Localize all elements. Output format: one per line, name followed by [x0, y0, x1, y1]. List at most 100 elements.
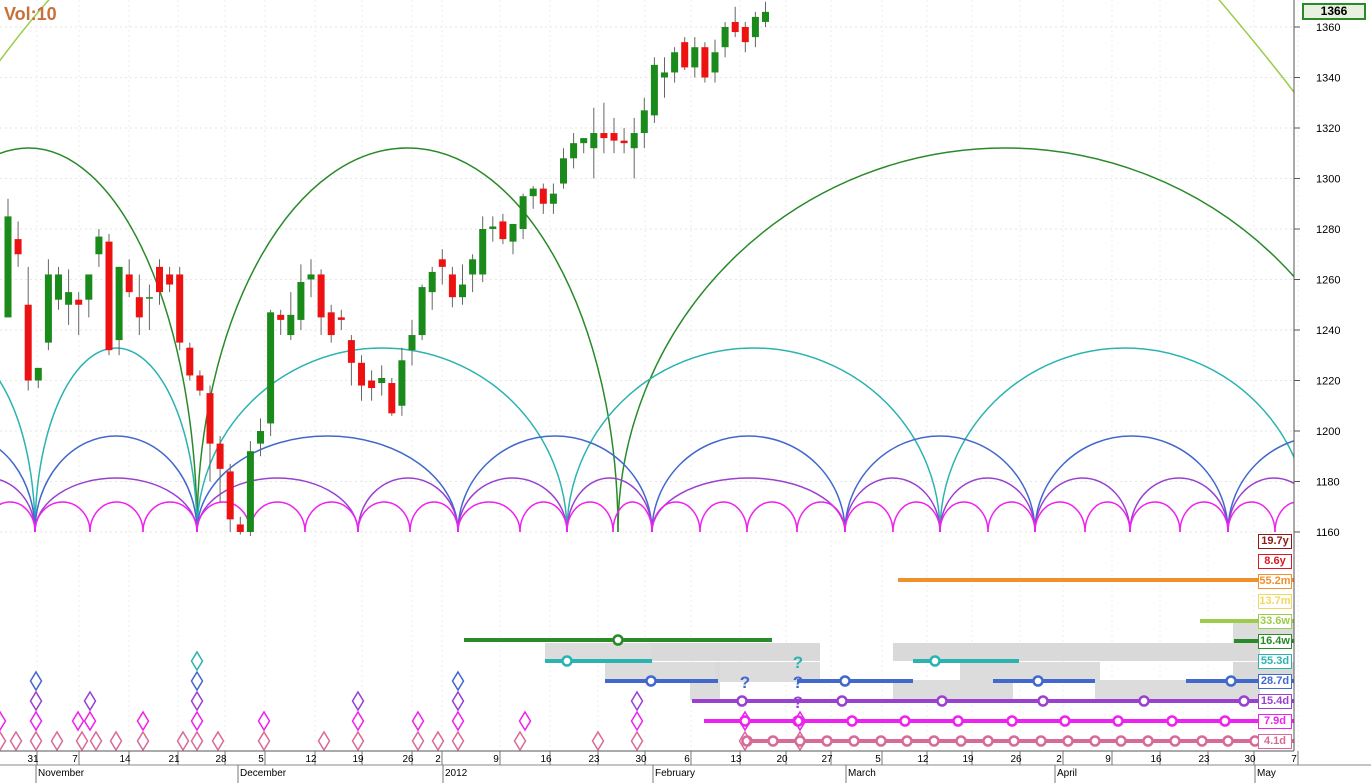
- cycle-node: [767, 735, 779, 747]
- cycle-arc: [457, 501, 521, 533]
- candle-up: [307, 274, 315, 280]
- cycle-node: [1238, 695, 1250, 707]
- last-price-badge: 1366: [1302, 3, 1366, 20]
- phase-window: [893, 680, 1013, 700]
- candle-up: [650, 64, 658, 116]
- trough-diamond: [630, 730, 644, 751]
- trough-diamond: [738, 710, 752, 732]
- trough-diamond: [136, 710, 150, 732]
- cycle-arc: [0, 479, 36, 533]
- candle-down: [317, 274, 325, 318]
- cycle-arc: [34, 501, 91, 533]
- candle-up: [570, 143, 578, 159]
- phase-window: [690, 643, 820, 661]
- cycle-arc: [142, 501, 198, 533]
- candle-up: [721, 27, 729, 48]
- x-day-label: 12: [917, 754, 929, 765]
- cycle-node: [875, 735, 887, 747]
- y-tick-label: 1240: [1316, 325, 1340, 337]
- candle-down: [236, 524, 244, 532]
- candle-down: [176, 274, 184, 343]
- candle-up: [297, 282, 305, 320]
- x-axis: 31 7 14 21 28 5 12 19 26 2 9 16 23 30 6 13 20 27 5 12 19 26 2 9…: [0, 750, 1371, 783]
- cycle-arc: [1179, 501, 1229, 533]
- cycle-node: [899, 715, 911, 727]
- cycle-arc: [651, 501, 701, 533]
- trough-diamond: [190, 690, 204, 712]
- x-day-label: 7: [72, 754, 78, 765]
- cycle-arc: [566, 347, 941, 533]
- cycle-label: 16.4w: [1258, 634, 1292, 649]
- trough-diamond: [591, 730, 605, 751]
- phase-window: [1095, 680, 1260, 700]
- candle-down: [499, 221, 507, 240]
- cycle-node: [929, 655, 941, 667]
- candle-up: [549, 193, 557, 204]
- candle-up: [711, 52, 719, 73]
- trough-diamond: [451, 730, 465, 751]
- trough-diamond: [190, 670, 204, 692]
- cycle-node: [1166, 715, 1178, 727]
- cycle-arc: [1034, 435, 1229, 533]
- cycle-node: [736, 695, 748, 707]
- x-day-label: 30: [635, 754, 647, 765]
- candle-down: [610, 133, 618, 141]
- trough-diamond: [190, 650, 204, 672]
- candle-down: [388, 383, 396, 414]
- cycle-arc: [304, 501, 359, 533]
- cycle-arc: [457, 477, 568, 533]
- x-day-label: 5: [258, 754, 264, 765]
- cycle-arc: [457, 435, 653, 533]
- x-day-label: 23: [1198, 754, 1210, 765]
- cycle-arc: [566, 501, 614, 533]
- cycle-node: [1196, 735, 1208, 747]
- trough-diamond: [518, 710, 532, 732]
- cycle-arc: [844, 501, 894, 533]
- candle-down: [448, 274, 456, 298]
- cycle-arc: [34, 477, 198, 533]
- y-tick-label: 1160: [1316, 527, 1340, 539]
- cycle-node: [836, 695, 848, 707]
- phase-window: [690, 680, 720, 700]
- candle-down: [156, 266, 163, 293]
- candle-down: [186, 347, 194, 376]
- cycle-node: [1138, 695, 1150, 707]
- candle-up: [246, 451, 254, 532]
- x-day-label: 21: [168, 754, 180, 765]
- cycle-arc: [1227, 440, 1294, 533]
- trough-diamond: [431, 730, 445, 751]
- y-tick-label: 1340: [1316, 73, 1340, 85]
- cycle-arc: [617, 147, 1294, 533]
- cycle-label: 7.9d: [1258, 714, 1292, 729]
- cycle-node: [821, 735, 833, 747]
- cycle-node: [1037, 695, 1049, 707]
- cycle-arc: [892, 501, 941, 533]
- cycle-arc: [651, 435, 846, 533]
- cycle-arcs: [0, 0, 1294, 533]
- cycle-arc: [519, 501, 568, 533]
- cycle-label: 15.4d: [1258, 694, 1292, 709]
- candle-up: [469, 259, 477, 275]
- cycle-arc: [746, 501, 798, 533]
- trough-diamond: [451, 710, 465, 732]
- trough-diamond: [793, 710, 807, 732]
- trough-diamond: [89, 730, 103, 751]
- candle-down: [368, 380, 376, 389]
- x-day-label: 30: [1244, 754, 1256, 765]
- candle-down: [701, 47, 709, 78]
- candle-up: [257, 431, 264, 444]
- candlesticks: [4, 1, 769, 536]
- candle-up: [408, 335, 416, 351]
- x-day-label: 13: [730, 754, 742, 765]
- x-day-label: 19: [962, 754, 974, 765]
- cycle-node: [936, 695, 948, 707]
- candle-up: [580, 138, 588, 144]
- trough-diamond: [317, 730, 331, 751]
- x-day-label: 23: [588, 754, 600, 765]
- x-month-label: 2012: [445, 768, 468, 779]
- cycle-arc: [409, 501, 459, 533]
- trough-diamond: [29, 730, 43, 751]
- trough-diamond: [29, 670, 43, 692]
- candle-up: [590, 133, 598, 149]
- trough-diamond: [0, 730, 7, 751]
